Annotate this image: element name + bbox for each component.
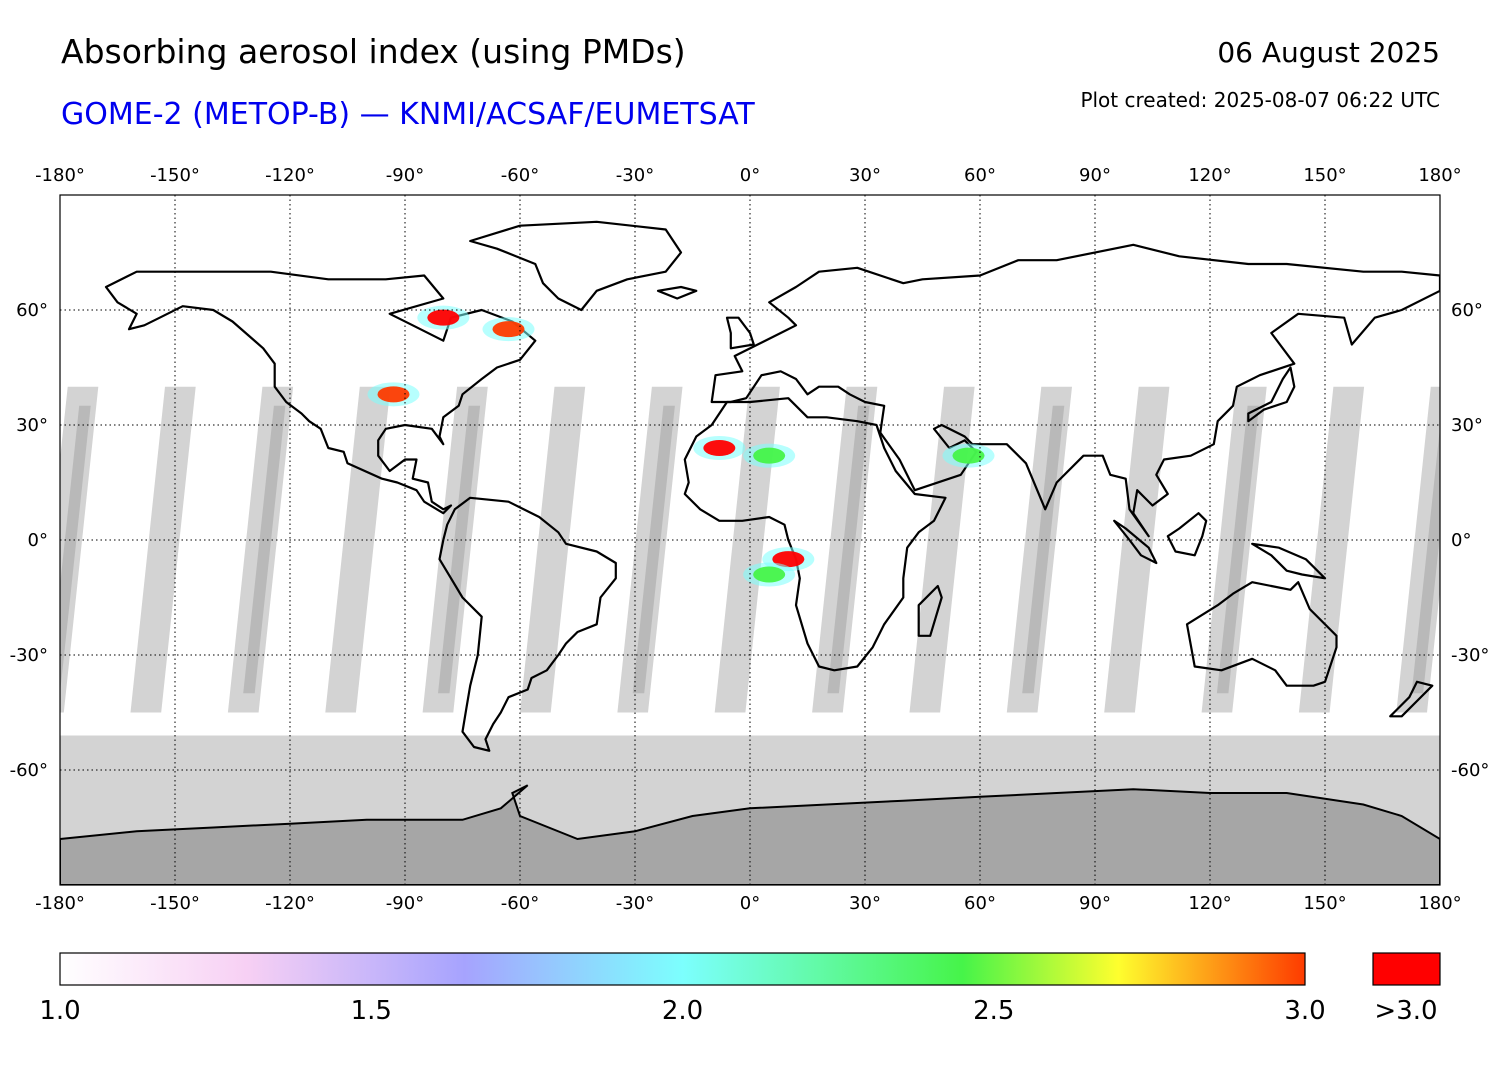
lon-tick-label: 90° xyxy=(1079,165,1111,186)
lon-tick-label: 0° xyxy=(740,893,760,914)
lon-tick-label: 180° xyxy=(1418,893,1461,914)
colorbar-gradient xyxy=(59,952,1306,986)
lon-tick-label: -60° xyxy=(501,893,539,914)
lon-tick-label: -120° xyxy=(265,165,315,186)
coastlines xyxy=(104,220,1440,752)
colorbar-overflow-swatch xyxy=(1372,952,1441,986)
hotspot-central-africa-smoke xyxy=(772,551,805,568)
lat-tick-label: 0° xyxy=(1451,530,1471,551)
overlap-swath xyxy=(1022,405,1065,694)
overlap-swath xyxy=(243,405,286,694)
eurasia-coastline xyxy=(710,243,1440,538)
colorbar-tick-label: 2.5 xyxy=(973,996,1014,1026)
lat-tick-label: 60° xyxy=(16,300,48,321)
australia-coastline xyxy=(1185,581,1338,687)
overlap-swath xyxy=(632,405,675,694)
overlap-swath xyxy=(827,405,870,694)
lon-tick-label: 120° xyxy=(1188,893,1231,914)
plot-title: Absorbing aerosol index (using PMDs) xyxy=(61,32,686,71)
lat-tick-label: 0° xyxy=(28,530,48,551)
map-frame xyxy=(59,194,1441,886)
lon-tick-label: -150° xyxy=(150,893,200,914)
madagascar-coastline xyxy=(917,584,943,637)
no-data-swath xyxy=(520,386,586,713)
lon-tick-label: 60° xyxy=(964,893,996,914)
iceland-coastline xyxy=(656,285,698,300)
indonesia-borneo-coastline xyxy=(1166,512,1208,557)
lat-tick-label: -30° xyxy=(1451,645,1489,666)
colorbar-tick-label: 1.5 xyxy=(351,996,392,1026)
lon-tick-label: -180° xyxy=(35,165,85,186)
lon-tick-label: -90° xyxy=(386,893,424,914)
aerosol-hotspots xyxy=(367,305,995,587)
lon-tick-label: 90° xyxy=(1079,893,1111,914)
axis-ticks: -180° -180° -150° -150° -120° -120° -90° -90° -6… xyxy=(10,165,1490,914)
lon-tick-label: -90° xyxy=(386,165,424,186)
greenland-coastline xyxy=(469,220,683,312)
hotspot-west-sahara-dust xyxy=(703,440,736,456)
lat-tick-label: 60° xyxy=(1451,300,1483,321)
no-data-swath xyxy=(909,386,975,713)
lon-tick-label: 180° xyxy=(1418,165,1461,186)
lon-tick-label: -120° xyxy=(265,893,315,914)
colorbar-tick-label: 3.0 xyxy=(1284,996,1325,1026)
overlap-swath xyxy=(1411,427,1440,694)
sumatra-coastline xyxy=(1113,519,1158,565)
colorbar: 1.0 1.5 2.0 2.5 3.0 >3.0 xyxy=(39,952,1441,1026)
africa-coastline xyxy=(683,397,947,672)
hotspot-gulf-of-mexico xyxy=(377,386,410,403)
new-zealand-coastline xyxy=(1389,680,1434,718)
lat-tick-label: 30° xyxy=(16,415,48,436)
colorbar-tick-label: 2.0 xyxy=(662,996,703,1026)
lon-tick-label: -30° xyxy=(616,165,654,186)
lon-tick-label: 30° xyxy=(849,893,881,914)
hotspot-canada-east xyxy=(492,321,525,338)
north-america-coastline xyxy=(104,270,537,515)
japan-coastline xyxy=(1247,366,1296,423)
lon-tick-label: 30° xyxy=(849,165,881,186)
lon-tick-label: 120° xyxy=(1188,165,1231,186)
lon-tick-label: 150° xyxy=(1303,165,1346,186)
plot-created-timestamp: Plot created: 2025-08-07 06:22 UTC xyxy=(1080,88,1440,112)
plot-date: 06 August 2025 xyxy=(1217,36,1440,69)
lon-tick-label: 150° xyxy=(1303,893,1346,914)
south-america-coastline xyxy=(438,496,617,752)
colorbar-overflow-label: >3.0 xyxy=(1374,996,1437,1026)
lat-tick-label: -60° xyxy=(1451,760,1489,781)
no-data-swaths xyxy=(60,386,1440,713)
no-data-swath xyxy=(714,386,780,713)
uk-coastline xyxy=(725,316,755,350)
lon-tick-label: -150° xyxy=(150,165,200,186)
overlap-swath xyxy=(1216,405,1260,694)
lon-tick-label: -60° xyxy=(501,165,539,186)
lat-tick-label: -60° xyxy=(10,760,48,781)
map-area xyxy=(60,195,1440,885)
no-data-swath xyxy=(1298,386,1365,713)
hotspot-canada-fires xyxy=(427,309,460,326)
no-data-swath xyxy=(130,386,196,713)
new-guinea-coastline xyxy=(1251,542,1327,580)
overlap-swath xyxy=(438,405,481,694)
overlap-swath xyxy=(60,405,91,694)
hotspot-south-atlantic-smoke xyxy=(753,566,786,583)
lon-tick-label: -30° xyxy=(616,893,654,914)
plot-subtitle: GOME-2 (METOP-B) — KNMI/ACSAF/EUMETSAT xyxy=(61,97,755,132)
colorbar-tick-label: 1.0 xyxy=(39,996,80,1026)
lat-tick-label: 30° xyxy=(1451,415,1483,436)
hotspot-sahara-dust xyxy=(753,447,786,464)
lon-tick-label: -180° xyxy=(35,893,85,914)
graticule xyxy=(60,195,1440,885)
lat-tick-label: -30° xyxy=(10,645,48,666)
no-data-swath xyxy=(60,386,99,713)
lon-tick-label: 0° xyxy=(740,165,760,186)
no-data-swath xyxy=(325,386,391,713)
hotspot-arabia xyxy=(952,447,985,464)
lon-tick-label: 60° xyxy=(964,165,996,186)
